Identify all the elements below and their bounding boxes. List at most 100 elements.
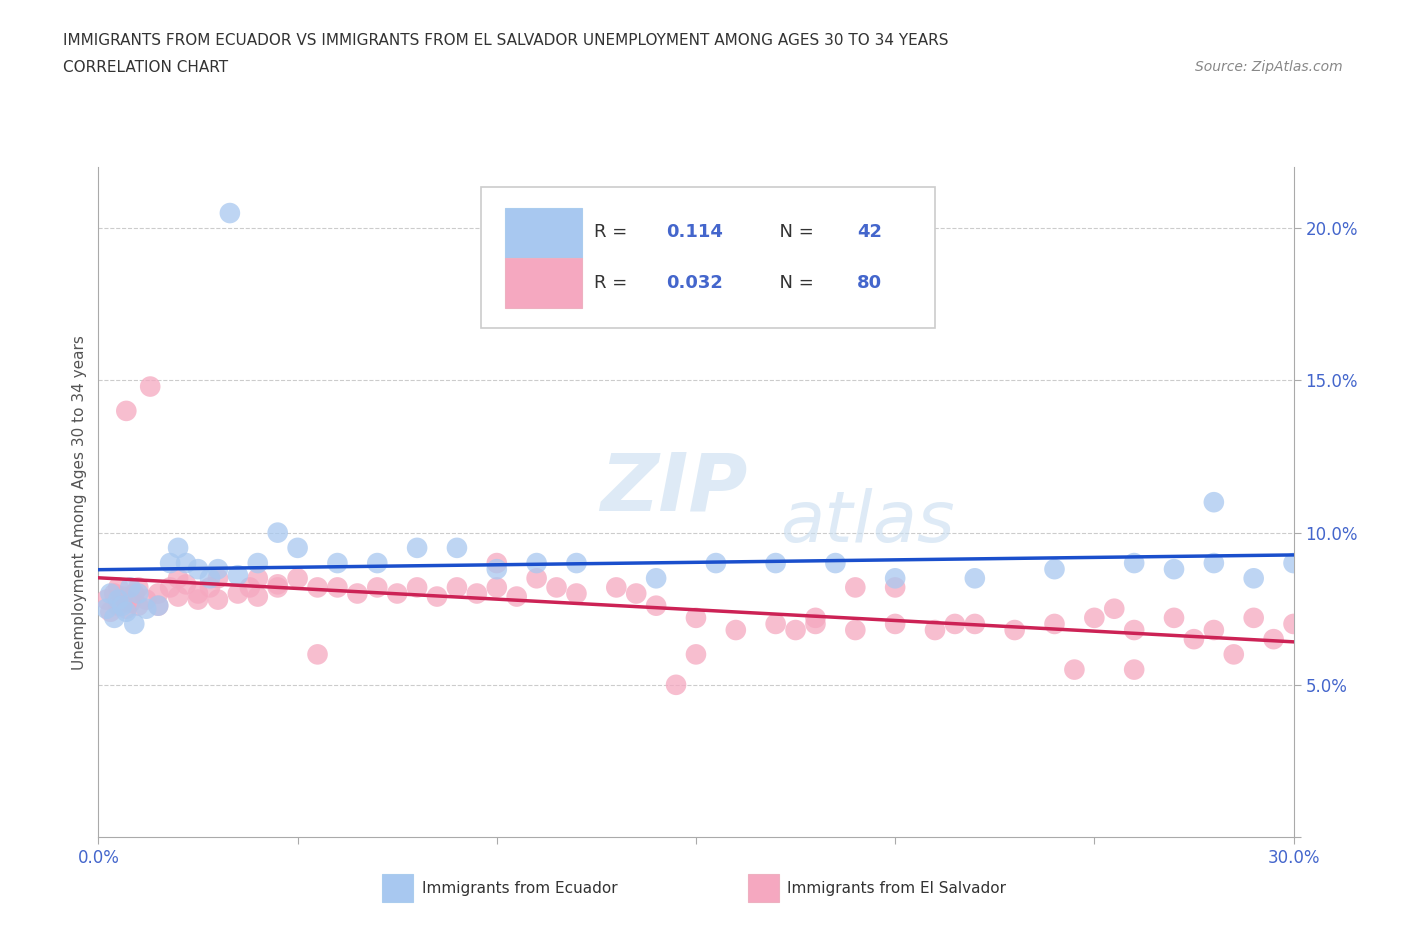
- Point: [219, 206, 242, 220]
- Point: [287, 540, 309, 555]
- Point: [96, 592, 118, 607]
- Point: [565, 555, 588, 570]
- Point: [943, 617, 966, 631]
- Point: [148, 598, 170, 613]
- Point: [120, 595, 142, 610]
- Point: [226, 586, 249, 601]
- Point: [135, 592, 157, 607]
- Point: [187, 586, 209, 601]
- Point: [565, 586, 588, 601]
- Point: [426, 589, 449, 604]
- Point: [226, 568, 249, 583]
- Text: N =: N =: [768, 273, 820, 292]
- Text: IMMIGRANTS FROM ECUADOR VS IMMIGRANTS FROM EL SALVADOR UNEMPLOYMENT AMONG AGES 3: IMMIGRANTS FROM ECUADOR VS IMMIGRANTS FR…: [63, 33, 949, 47]
- Text: 0.032: 0.032: [666, 273, 723, 292]
- Point: [1163, 562, 1185, 577]
- Point: [246, 571, 269, 586]
- Point: [287, 571, 309, 586]
- Point: [198, 571, 221, 586]
- FancyBboxPatch shape: [505, 207, 582, 258]
- Point: [115, 604, 138, 619]
- Point: [465, 586, 488, 601]
- Point: [148, 598, 170, 613]
- Point: [485, 555, 508, 570]
- Point: [844, 622, 866, 637]
- Point: [127, 586, 149, 601]
- Point: [884, 580, 907, 595]
- Point: [385, 586, 409, 601]
- Point: [111, 598, 134, 613]
- Point: [167, 571, 190, 586]
- Point: [198, 580, 221, 595]
- Point: [1222, 647, 1246, 662]
- Point: [187, 592, 209, 607]
- Point: [546, 580, 568, 595]
- Point: [1243, 571, 1265, 586]
- Point: [804, 617, 827, 631]
- Point: [526, 571, 548, 586]
- Point: [1123, 622, 1146, 637]
- Point: [207, 571, 229, 586]
- Text: Immigrants from El Salvador: Immigrants from El Salvador: [787, 881, 1007, 896]
- Point: [174, 555, 197, 570]
- Point: [127, 580, 149, 595]
- Point: [1282, 555, 1305, 570]
- Y-axis label: Unemployment Among Ages 30 to 34 years: Unemployment Among Ages 30 to 34 years: [72, 335, 87, 670]
- Point: [187, 562, 209, 577]
- Point: [1004, 622, 1026, 637]
- Point: [124, 617, 146, 631]
- Point: [665, 677, 688, 692]
- Point: [139, 379, 162, 394]
- Point: [307, 647, 329, 662]
- Point: [824, 555, 846, 570]
- Point: [267, 577, 290, 591]
- Point: [1263, 631, 1285, 646]
- Point: [115, 404, 138, 418]
- Point: [1163, 610, 1185, 625]
- Point: [246, 589, 269, 604]
- Point: [167, 540, 190, 555]
- Point: [724, 622, 747, 637]
- Point: [267, 580, 290, 595]
- Point: [765, 617, 787, 631]
- Point: [1083, 610, 1105, 625]
- Point: [406, 580, 429, 595]
- Point: [148, 586, 170, 601]
- Point: [844, 580, 866, 595]
- Point: [785, 622, 807, 637]
- Point: [346, 586, 368, 601]
- Point: [765, 555, 787, 570]
- Point: [963, 571, 986, 586]
- Point: [1123, 555, 1146, 570]
- Point: [506, 589, 529, 604]
- Point: [120, 580, 142, 595]
- Text: ZIP: ZIP: [600, 450, 748, 528]
- Point: [111, 589, 134, 604]
- Text: atlas: atlas: [779, 488, 955, 557]
- FancyBboxPatch shape: [481, 188, 935, 328]
- Point: [124, 586, 146, 601]
- Point: [115, 602, 138, 617]
- Point: [326, 580, 349, 595]
- Point: [127, 598, 149, 613]
- Point: [246, 555, 269, 570]
- Point: [174, 577, 197, 591]
- Text: CORRELATION CHART: CORRELATION CHART: [63, 60, 228, 75]
- Point: [645, 598, 668, 613]
- Point: [1043, 562, 1066, 577]
- Point: [366, 580, 388, 595]
- Point: [107, 592, 129, 607]
- Point: [103, 610, 125, 625]
- Point: [207, 562, 229, 577]
- Point: [1102, 602, 1125, 617]
- Point: [406, 540, 429, 555]
- Point: [884, 617, 907, 631]
- Point: [1182, 631, 1205, 646]
- Text: 0.114: 0.114: [666, 223, 723, 242]
- Point: [446, 580, 468, 595]
- Text: Immigrants from Ecuador: Immigrants from Ecuador: [422, 881, 617, 896]
- Point: [107, 598, 129, 613]
- Point: [1202, 495, 1225, 510]
- Point: [1243, 610, 1265, 625]
- Point: [605, 580, 627, 595]
